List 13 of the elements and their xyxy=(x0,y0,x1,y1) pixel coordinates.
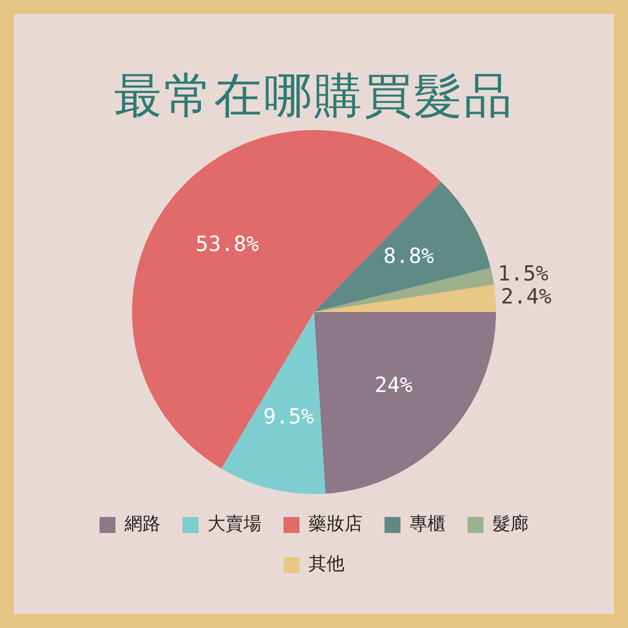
data-label: 1.5% xyxy=(498,262,549,286)
chart-title: 最常在哪購買髮品 xyxy=(113,67,515,126)
legend-label: 大賣場 xyxy=(208,514,262,535)
legend-label: 其他 xyxy=(308,554,344,575)
legend-label: 專櫃 xyxy=(410,514,446,535)
data-label: 24% xyxy=(374,373,413,398)
legend-label: 藥妝店 xyxy=(308,514,362,535)
legend-label: 網路 xyxy=(124,514,160,535)
legend-label: 髮廊 xyxy=(492,514,528,535)
data-label: 2.4% xyxy=(500,284,552,308)
data-label: 9.5% xyxy=(263,404,314,429)
data-label: 8.8% xyxy=(383,244,434,268)
data-label: 53.8% xyxy=(196,232,260,256)
